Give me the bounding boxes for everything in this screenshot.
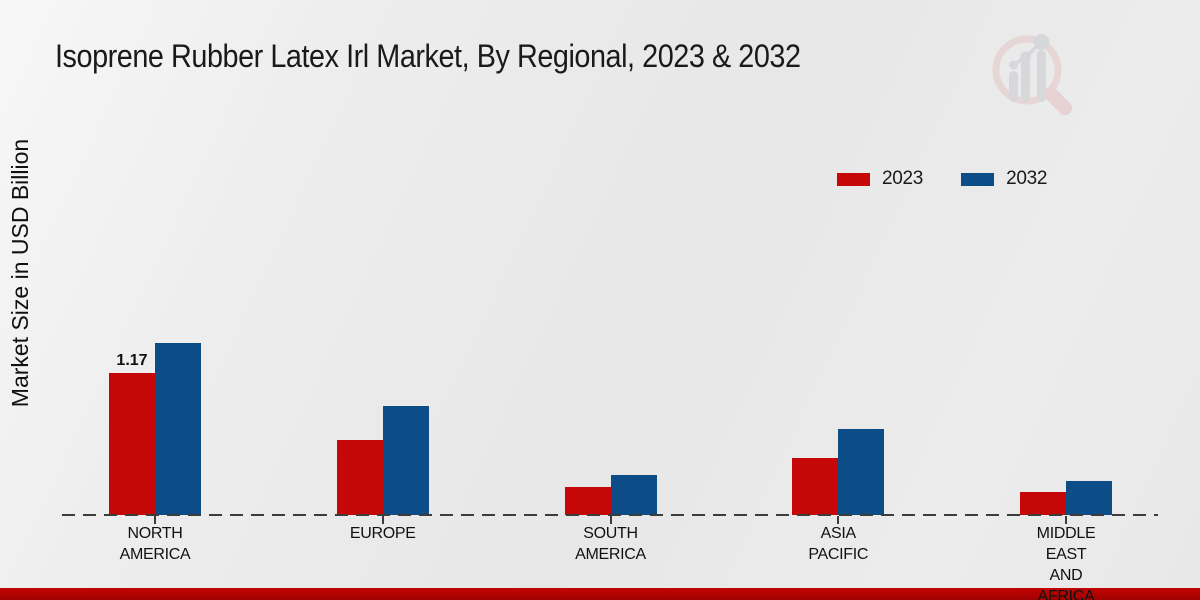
bar-value-label: 1.17 <box>116 352 148 370</box>
bar-2023-europe <box>336 439 383 515</box>
bar-2032-asia-pacific <box>838 428 885 515</box>
footer-accent-bar <box>0 588 1200 600</box>
legend-label-2032: 2032 <box>1006 168 1048 189</box>
category-label-asia-pacific: ASIA PACIFIC <box>808 525 869 563</box>
x-axis-tick-south-america <box>609 516 612 524</box>
legend-label-2023: 2023 <box>882 168 924 189</box>
legend-item-2023: 2023 <box>837 168 923 190</box>
x-axis-baseline <box>62 514 1158 516</box>
bar-2023-south-america <box>564 487 611 515</box>
category-label-middle-east-and-africa: MIDDLE EAST AND AFRICA <box>1036 525 1096 600</box>
bar-2032-middle-east-and-africa <box>1066 481 1112 515</box>
bar-2023-asia-pacific <box>792 457 839 515</box>
bar-2032-north-america <box>155 342 201 515</box>
bar-2023-middle-east-and-africa <box>1020 491 1066 515</box>
bar-2032-south-america <box>610 474 657 515</box>
y-axis-label: Market Size in USD Billion <box>7 138 33 408</box>
x-axis-tick-asia-pacific <box>837 516 840 524</box>
legend-swatch-2032 <box>961 172 995 186</box>
legend-item-2032: 2032 <box>961 168 1047 190</box>
category-label-europe: EUROPE <box>349 525 416 542</box>
x-axis-tick-middle-east-and-africa <box>1065 516 1067 524</box>
bar-2023-north-america <box>109 373 155 515</box>
legend: 2023 2032 <box>837 168 1047 190</box>
chart-title: Isoprene Rubber Latex Irl Market, By Reg… <box>55 38 801 74</box>
category-label-south-america: SOUTH AMERICA <box>575 525 646 563</box>
bar-2032-europe <box>382 405 429 515</box>
category-label-north-america: NORTH AMERICA <box>119 525 191 563</box>
x-axis-tick-north-america <box>154 516 156 524</box>
bar-chart-magnifier-logo-icon <box>992 34 1072 115</box>
legend-swatch-2023 <box>837 172 870 186</box>
x-axis-tick-europe <box>381 516 384 524</box>
